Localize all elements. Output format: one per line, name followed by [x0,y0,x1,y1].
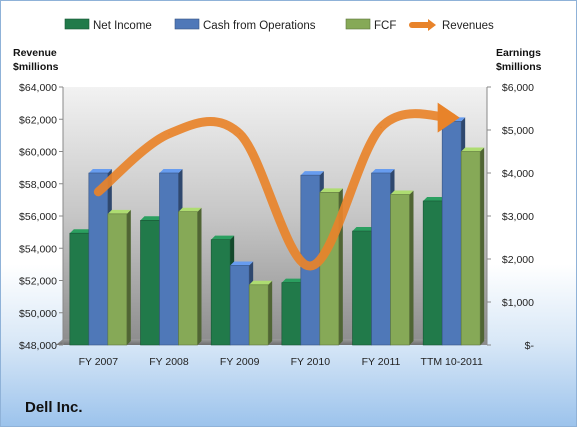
right-tick-label: $4,000 [502,168,534,180]
left-tick-label: $48,000 [19,340,57,352]
right-axis-title: $millions [496,61,542,73]
category-label: FY 2010 [291,356,331,368]
category-label: FY 2008 [149,356,189,368]
right-tick-label: $- [525,340,535,352]
left-tick-label: $52,000 [19,276,57,288]
legend-label: Net Income [93,20,152,32]
right-tick-label: $2,000 [502,254,534,266]
revenues-point [309,265,312,267]
revenues-point [97,191,100,193]
category-label: FY 2007 [79,356,119,368]
bar-fcf [248,280,273,346]
revenues-point [450,116,453,119]
left-tick-label: $56,000 [19,211,57,223]
left-tick-label: $60,000 [19,147,57,159]
bar-fcf [460,147,485,346]
revenues-arrowhead [437,102,460,133]
revenues-point [380,126,382,129]
legend-label: FCF [374,20,396,32]
left-tick-label: $50,000 [19,308,57,320]
bar-fcf [107,209,131,346]
right-tick-label: $5,000 [502,125,534,137]
left-tick-label: $64,000 [19,82,57,94]
right-tick-label: $3,000 [502,211,534,223]
left-axis-title: $millions [13,61,59,73]
bar-fcf [390,190,414,346]
right-axis-title: Earnings [496,47,541,59]
right-tick-label: $6,000 [502,82,534,94]
revenues-point [238,132,241,135]
legend-item-cash-from-operations: Cash from Operations [174,18,316,32]
bar-fcf [178,207,202,346]
legend-item-fcf: FCF [345,18,396,32]
legend-label: Cash from Operations [203,20,316,32]
category-label: FY 2011 [362,356,401,368]
left-tick-label: $62,000 [19,114,57,126]
category-label: FY 2009 [220,356,260,368]
legend-item-revenues: Revenues [409,19,494,32]
category-label: TTM 10-2011 [421,356,483,368]
right-tick-label: $1,000 [502,297,534,309]
left-tick-label: $54,000 [19,243,57,255]
legend-label: Revenues [442,20,494,32]
left-axis-title: Revenue [13,47,57,59]
revenues-point [168,132,170,135]
left-tick-label: $58,000 [19,179,57,191]
legend-item-net-income: Net Income [64,18,152,32]
company-name: Dell Inc. [25,399,83,416]
